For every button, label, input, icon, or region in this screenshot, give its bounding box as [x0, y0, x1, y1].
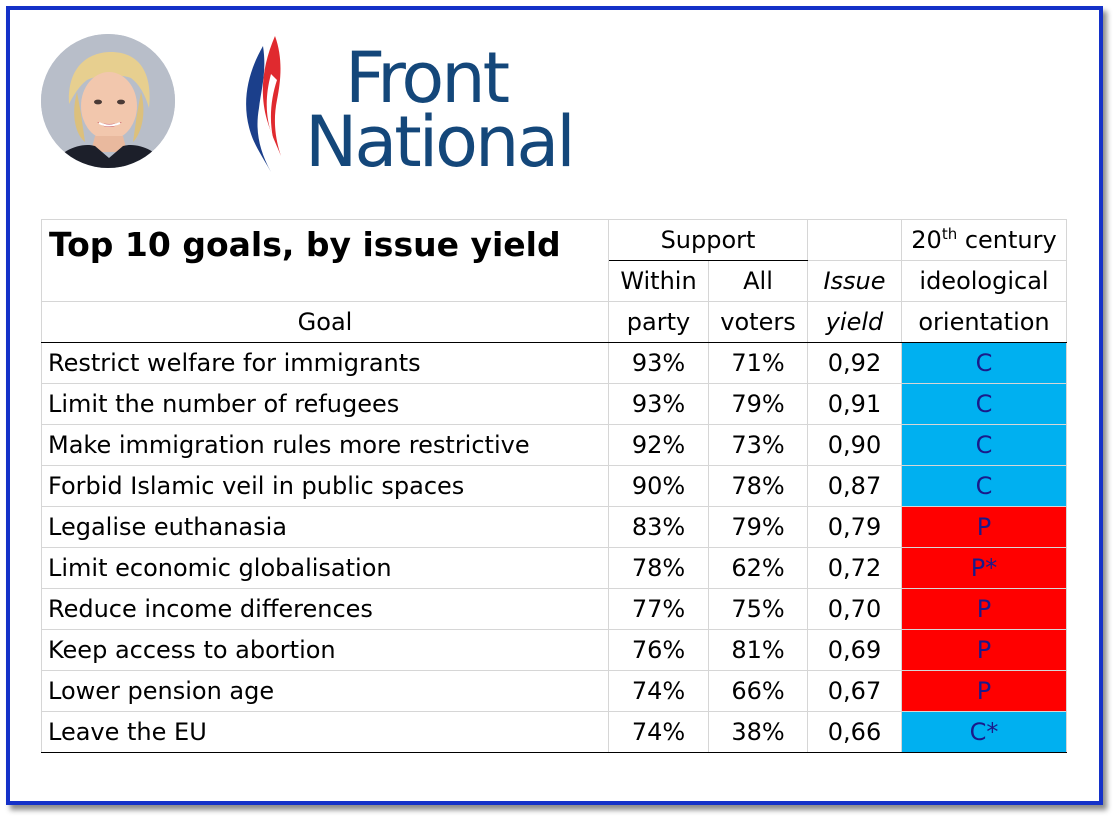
table-row: Restrict welfare for immigrants 93% 71% 0,9…	[41, 342, 1067, 384]
issue-yield-cell: 0,92	[807, 342, 902, 384]
header-orientation: orientation	[901, 301, 1067, 343]
orientation-cell: P	[901, 588, 1067, 630]
goal-cell: Lower pension age	[41, 670, 609, 712]
issue-yield-cell: 0,91	[807, 383, 902, 425]
all-voters-cell: 62%	[708, 547, 808, 589]
within-party-cell: 74%	[608, 711, 709, 753]
orientation-cell: P*	[901, 547, 1067, 589]
table-row: Lower pension age 74% 66% 0,67 P	[41, 670, 1067, 712]
orientation-cell: P	[901, 670, 1067, 712]
goal-cell: Make immigration rules more restrictive	[41, 424, 609, 466]
header-within: Within	[608, 260, 709, 302]
all-voters-cell: 79%	[708, 506, 808, 548]
table-row: Reduce income differences 77% 75% 0,70 P	[41, 588, 1067, 630]
header-ideological: ideological	[901, 260, 1067, 302]
table-row: Limit economic globalisation 78% 62% 0,72 P*	[41, 547, 1067, 589]
header-issue: Issue	[807, 260, 902, 302]
all-voters-cell: 71%	[708, 342, 808, 384]
goal-cell: Reduce income differences	[41, 588, 609, 630]
all-voters-cell: 79%	[708, 383, 808, 425]
orientation-cell: P	[901, 629, 1067, 671]
within-party-cell: 76%	[608, 629, 709, 671]
goal-cell: Keep access to abortion	[41, 629, 609, 671]
table-row: Make immigration rules more restrictive 9…	[41, 424, 1067, 466]
goal-cell: Limit economic globalisation	[41, 547, 609, 589]
within-party-cell: 92%	[608, 424, 709, 466]
table-row: Forbid Islamic veil in public spaces 90% 7…	[41, 465, 1067, 507]
orientation-cell: C	[901, 424, 1067, 466]
within-party-cell: 93%	[608, 342, 709, 384]
front-national-logo: Front National	[225, 30, 645, 180]
tricolor-flame-icon	[246, 36, 281, 172]
logo-word-national: National	[305, 101, 576, 183]
goals-table: Top 10 goals, by issue yield Support 20t…	[41, 219, 1067, 753]
orientation-cell: C*	[901, 711, 1067, 753]
within-party-cell: 90%	[608, 465, 709, 507]
issue-yield-cell: 0,87	[807, 465, 902, 507]
all-voters-cell: 73%	[708, 424, 808, 466]
header-party: party	[608, 301, 709, 343]
issue-yield-cell: 0,70	[807, 588, 902, 630]
table-body: Restrict welfare for immigrants 93% 71% 0,9…	[41, 342, 1067, 753]
orientation-cell: C	[901, 465, 1067, 507]
table-row: Legalise euthanasia 83% 79% 0,79 P	[41, 506, 1067, 548]
issue-yield-cell: 0,66	[807, 711, 902, 753]
orientation-cell: C	[901, 342, 1067, 384]
within-party-cell: 74%	[608, 670, 709, 712]
orientation-cell: P	[901, 506, 1067, 548]
all-voters-cell: 78%	[708, 465, 808, 507]
header-yield: yield	[807, 301, 902, 343]
within-party-cell: 93%	[608, 383, 709, 425]
all-voters-cell: 38%	[708, 711, 808, 753]
all-voters-cell: 81%	[708, 629, 808, 671]
all-voters-cell: 75%	[708, 588, 808, 630]
issue-yield-cell: 0,72	[807, 547, 902, 589]
header-all: All	[708, 260, 808, 302]
header-yield-blank	[807, 219, 902, 261]
header-century: 20th century	[901, 219, 1067, 261]
issue-yield-cell: 0,79	[807, 506, 902, 548]
within-party-cell: 78%	[608, 547, 709, 589]
table-row: Limit the number of refugees 93% 79% 0,91 C	[41, 383, 1067, 425]
within-party-cell: 83%	[608, 506, 709, 548]
orientation-cell: C	[901, 383, 1067, 425]
goal-cell: Limit the number of refugees	[41, 383, 609, 425]
goal-cell: Forbid Islamic veil in public spaces	[41, 465, 609, 507]
header-goal: Goal	[41, 301, 609, 343]
goal-cell: Legalise euthanasia	[41, 506, 609, 548]
issue-yield-cell: 0,90	[807, 424, 902, 466]
all-voters-cell: 66%	[708, 670, 808, 712]
table-title: Top 10 goals, by issue yield	[41, 219, 609, 302]
logo-word-front: Front	[345, 37, 510, 119]
header-voters: voters	[708, 301, 808, 343]
header-support: Support	[608, 219, 808, 261]
within-party-cell: 77%	[608, 588, 709, 630]
goal-cell: Leave the EU	[41, 711, 609, 753]
goal-cell: Restrict welfare for immigrants	[41, 342, 609, 384]
politician-portrait	[41, 34, 175, 168]
issue-yield-cell: 0,67	[807, 670, 902, 712]
issue-yield-cell: 0,69	[807, 629, 902, 671]
table-row: Leave the EU 74% 38% 0,66 C*	[41, 711, 1067, 753]
table-row: Keep access to abortion 76% 81% 0,69 P	[41, 629, 1067, 671]
